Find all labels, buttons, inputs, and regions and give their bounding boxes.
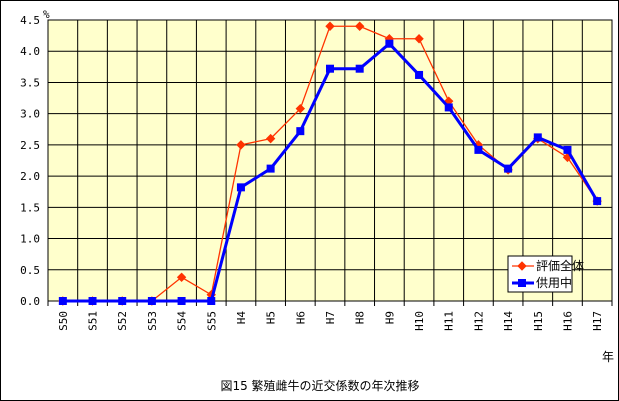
legend-item-1: 評価全体	[512, 258, 584, 273]
data-point-marker	[296, 127, 305, 136]
x-tick-label: S50	[57, 311, 70, 331]
x-tick-label: H15	[532, 311, 545, 331]
x-tick-label: H12	[472, 311, 485, 331]
x-tick-labels: S50 S51 S52 S53 S54 S55 H4 H5 H6 H7 H8 H9 H10 H11 H12 H…	[57, 311, 604, 331]
data-point-marker	[147, 297, 156, 305]
data-point-marker	[414, 34, 424, 44]
data-point-marker	[533, 133, 542, 142]
x-tick-label: H11	[443, 311, 456, 331]
chart-title: 図15 繁殖雌牛の近交係数の年次推移	[220, 378, 419, 393]
x-tick-label: S55	[205, 311, 218, 331]
data-point-marker	[207, 297, 216, 305]
y-tick-label: 0.5	[20, 264, 40, 277]
legend-label: 供用中	[536, 275, 572, 290]
legend-label: 評価全体	[536, 258, 584, 273]
x-axis-unit-label: 年	[602, 350, 614, 364]
x-tick-label: H17	[591, 311, 604, 331]
data-point-marker	[295, 103, 306, 114]
data-point-marker	[504, 164, 513, 173]
data-point-marker	[563, 145, 572, 154]
y-tick-label: 1.0	[20, 233, 40, 246]
y-tick-label: 0.0	[20, 295, 40, 308]
data-point-marker	[236, 183, 245, 192]
y-tick-label: 4.0	[20, 45, 40, 58]
x-tick-label: H14	[502, 311, 515, 331]
legend-item-2: 供用中	[512, 275, 572, 290]
data-point-marker	[266, 164, 275, 173]
x-tick-label: H7	[324, 311, 337, 324]
data-point-marker	[517, 261, 527, 271]
x-tick-label: H5	[265, 311, 278, 324]
x-tick-label: H8	[354, 311, 367, 324]
x-tick-label: H10	[413, 311, 426, 331]
x-tick-label: H9	[383, 311, 396, 324]
data-point-marker	[265, 133, 276, 144]
data-point-marker	[355, 64, 364, 73]
data-point-marker	[88, 297, 97, 305]
data-point-marker	[325, 21, 335, 31]
x-tick-label: H16	[561, 311, 574, 331]
y-tick-label: 2.0	[20, 170, 40, 183]
x-tick-label: S51	[87, 311, 100, 331]
x-tick-label: S54	[176, 311, 189, 331]
y-tick-label: 2.5	[20, 139, 40, 152]
data-point-marker	[176, 272, 187, 282]
data-point-marker	[385, 39, 394, 48]
x-tick-label: S53	[146, 311, 159, 331]
series-2	[58, 39, 602, 305]
data-point-marker	[474, 145, 483, 154]
y-axis-unit-label: %	[43, 8, 50, 21]
data-point-marker	[118, 297, 127, 305]
y-tick-label: 1.5	[20, 201, 40, 214]
data-point-marker	[354, 21, 365, 31]
grid-layer	[47, 20, 613, 306]
x-tick-label: S52	[116, 311, 129, 331]
series-layer	[58, 21, 602, 306]
data-point-marker	[236, 140, 246, 150]
y-tick-label: 3.5	[20, 76, 40, 89]
y-tick-label: 4.5	[20, 14, 40, 27]
data-point-marker	[518, 279, 526, 287]
y-tick-label: 3.0	[20, 108, 40, 121]
data-point-marker	[415, 70, 424, 79]
data-point-marker	[444, 103, 453, 112]
x-tick-label: H6	[294, 311, 307, 324]
x-tick-label: H4	[235, 311, 248, 325]
data-point-marker	[326, 64, 334, 73]
y-tick-labels: 0.0 0.5 1.0 1.5 2.0 2.5 3.0 3.5 4.0 4.5	[20, 14, 40, 308]
data-point-marker	[58, 297, 67, 305]
data-point-marker	[177, 297, 186, 305]
data-point-marker	[593, 197, 602, 206]
